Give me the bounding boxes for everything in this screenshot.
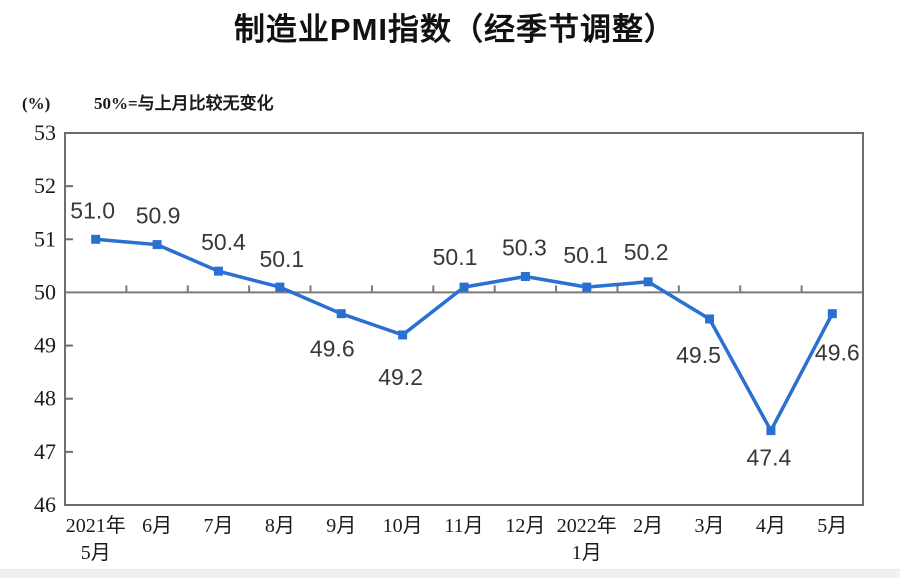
- y-axis-label: 50: [34, 279, 56, 304]
- data-point-label: 47.4: [747, 445, 792, 471]
- y-axis-unit-label: (%): [22, 94, 51, 113]
- y-axis-label: 49: [34, 333, 56, 358]
- x-axis-label: 12月: [505, 515, 545, 537]
- x-axis-label: 5月: [81, 542, 111, 564]
- y-axis-label: 52: [34, 173, 56, 198]
- data-point-marker: [459, 282, 469, 292]
- x-axis-label: 3月: [695, 515, 725, 537]
- data-point-label: 49.5: [676, 342, 721, 368]
- data-point-marker: [152, 240, 162, 250]
- y-axis-label: 53: [34, 120, 56, 145]
- x-axis-label: 5月: [817, 515, 847, 537]
- data-point-label: 50.3: [502, 234, 547, 260]
- y-axis-label: 46: [34, 492, 56, 517]
- data-point-label: 51.0: [70, 197, 115, 223]
- x-axis-label: 11月: [444, 515, 483, 537]
- plot-border: [64, 132, 864, 506]
- data-point-label: 49.6: [310, 336, 355, 362]
- y-axis-label: 48: [34, 386, 56, 411]
- x-axis-label: 2021年: [66, 514, 126, 537]
- x-axis-label: 6月: [142, 515, 172, 537]
- x-axis-label: 2022年: [557, 514, 617, 537]
- x-axis-label: 9月: [326, 515, 356, 537]
- data-point-label: 50.4: [201, 229, 246, 255]
- data-point-label: 50.2: [624, 239, 669, 265]
- chart-title: 制造业PMI指数（经季节调整）: [233, 12, 677, 47]
- x-axis-label: 7月: [203, 515, 233, 537]
- data-point-marker: [643, 277, 653, 287]
- x-axis-label: 10月: [383, 515, 423, 537]
- data-point-label: 49.2: [378, 364, 423, 390]
- data-point-marker: [336, 309, 346, 319]
- x-axis-label: 1月: [572, 542, 602, 564]
- data-point-marker: [520, 271, 530, 281]
- data-point-label: 49.6: [815, 340, 860, 366]
- data-point-label: 50.1: [433, 244, 478, 270]
- data-point-marker: [275, 282, 285, 292]
- data-point-marker: [827, 309, 837, 319]
- data-point-label: 50.9: [136, 203, 181, 229]
- data-point-marker: [213, 266, 223, 276]
- x-axis-label: 4月: [756, 515, 786, 537]
- x-axis-label: 2月: [633, 515, 663, 537]
- reference-note: 50%=与上月比较无变化: [94, 94, 274, 113]
- data-point-marker: [766, 426, 776, 436]
- data-point-marker: [582, 282, 592, 292]
- data-point-marker: [398, 330, 408, 340]
- y-axis-label: 51: [34, 226, 56, 251]
- data-point-label: 50.1: [563, 242, 608, 268]
- data-point-label: 50.1: [259, 246, 304, 272]
- y-axis-label: 47: [34, 439, 56, 464]
- data-point-marker: [705, 314, 715, 324]
- data-point-marker: [91, 234, 101, 244]
- x-axis-label: 8月: [265, 515, 295, 537]
- horizontal-scrollbar-track[interactable]: [0, 569, 900, 578]
